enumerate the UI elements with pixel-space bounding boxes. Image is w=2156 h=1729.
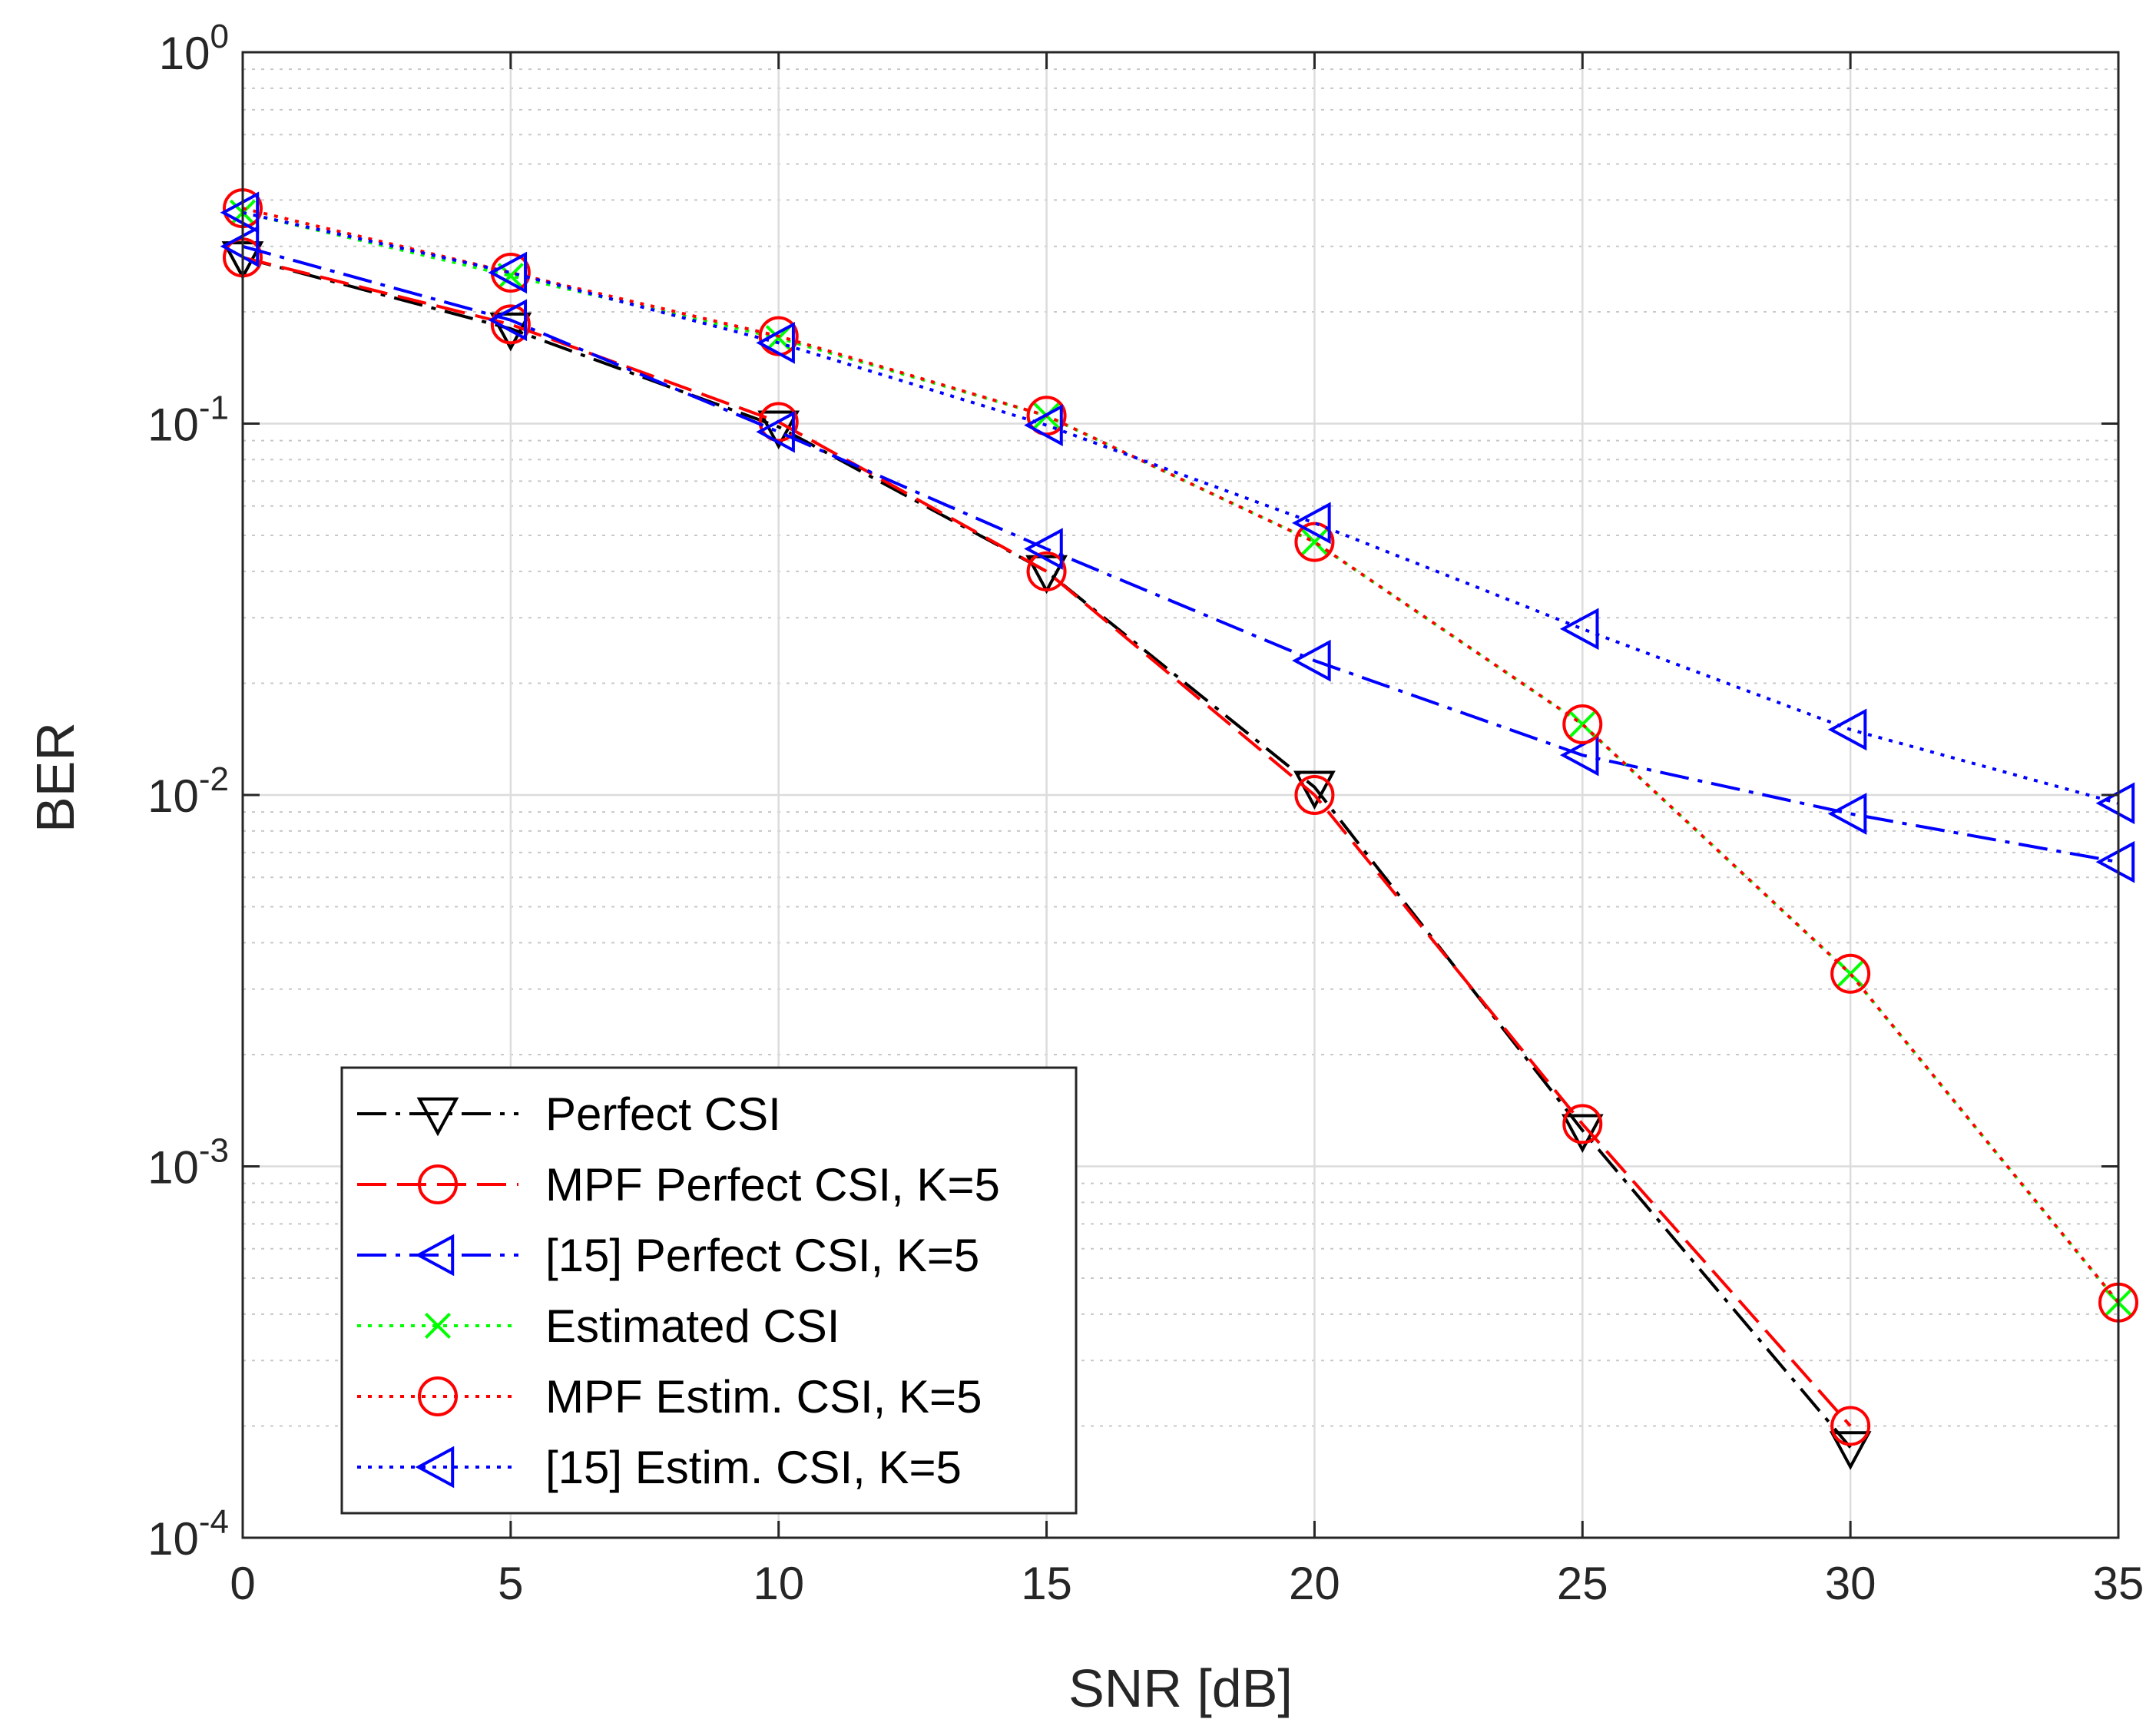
- data-point-marker: [756, 410, 795, 453]
- x-tick-label: 5: [498, 1558, 523, 1609]
- y-tick-exponent: -1: [199, 389, 229, 427]
- series-line: [242, 256, 1852, 1427]
- x-tick-label: 0: [230, 1558, 255, 1609]
- legend-entry: MPF Estim. CSI, K=5: [357, 1371, 982, 1423]
- y-tick-exponent: -4: [199, 1503, 229, 1541]
- y-tick-label: 10-4: [147, 1503, 229, 1565]
- data-point-marker: [1569, 710, 1596, 737]
- data-point-marker: [1827, 708, 1867, 751]
- y-tick-exponent: 0: [210, 18, 229, 55]
- legend-marker: [415, 1234, 455, 1277]
- y-axis-label: BER: [25, 722, 85, 833]
- y-tick-base: 10: [147, 1513, 199, 1565]
- y-tick-base: 10: [147, 770, 199, 822]
- legend-label: [15] Estim. CSI, K=5: [545, 1442, 962, 1493]
- legend-label: [15] Perfect CSI, K=5: [545, 1230, 979, 1281]
- legend-entry: Perfect CSI: [357, 1088, 781, 1140]
- data-point-marker: [1294, 522, 1335, 562]
- data-point-marker: [758, 402, 799, 442]
- marker-x-stroke: [1569, 710, 1596, 737]
- series-group: [220, 188, 2138, 1470]
- legend-marker: [418, 1376, 458, 1416]
- legend-label: MPF Perfect CSI, K=5: [545, 1159, 1000, 1211]
- data-point-marker: [1562, 704, 1603, 744]
- data-point-marker: [489, 312, 532, 352]
- series-line: [242, 207, 2120, 1303]
- y-tick-label: 10-1: [147, 389, 229, 451]
- legend-marker: [418, 1164, 458, 1204]
- data-point-marker: [1024, 528, 1063, 570]
- data-point-marker: [1827, 793, 1867, 835]
- legend-marker: [415, 1446, 455, 1489]
- y-tick-label: 100: [159, 18, 229, 79]
- series-5: [220, 191, 2135, 825]
- data-point-marker: [1301, 528, 1328, 555]
- data-point-marker: [1292, 502, 1331, 545]
- x-tick-label: 30: [1825, 1558, 1876, 1609]
- data-point-marker: [1562, 1104, 1603, 1144]
- y-tick-base: 10: [147, 1142, 199, 1194]
- data-point-marker: [1025, 555, 1068, 595]
- marker-x-stroke: [1301, 528, 1328, 555]
- y-tick-base: 10: [159, 28, 210, 79]
- data-point-marker: [1026, 551, 1067, 591]
- marker-x-stroke: [424, 1312, 452, 1340]
- legend-marker: [424, 1312, 452, 1340]
- marker-x-stroke: [497, 263, 524, 290]
- x-tick-label: 35: [2093, 1558, 2144, 1609]
- data-point-marker: [756, 321, 795, 364]
- y-tick-exponent: -3: [199, 1132, 229, 1170]
- data-point-marker: [1830, 1406, 1871, 1446]
- legend-box: [340, 1066, 1078, 1515]
- data-point-marker: [488, 299, 528, 342]
- data-point-marker: [1559, 734, 1599, 777]
- data-point-marker: [2095, 840, 2135, 883]
- data-point-marker: [490, 304, 531, 345]
- legend-marker: [416, 1097, 459, 1137]
- y-tick-base: 10: [147, 399, 199, 451]
- series-line: [242, 244, 2119, 864]
- data-point-marker: [1292, 639, 1331, 682]
- series-2: [220, 225, 2135, 883]
- x-axis-label: SNR [dB]: [1068, 1658, 1293, 1718]
- x-tick-label: 15: [1021, 1558, 1072, 1609]
- data-point-marker: [220, 191, 260, 234]
- y-tick-exponent: -2: [199, 760, 229, 798]
- legend-label: Estimated CSI: [545, 1300, 840, 1352]
- y-tick-label: 10-2: [147, 760, 229, 822]
- x-tick-label: 25: [1557, 1558, 1608, 1609]
- legend-label: Perfect CSI: [545, 1088, 781, 1140]
- marker-x-stroke: [765, 325, 792, 352]
- data-point-marker: [1293, 770, 1336, 810]
- legend-entry: Estimated CSI: [357, 1300, 840, 1352]
- y-tick-label: 10-3: [147, 1132, 229, 1194]
- x-tick-label: 20: [1289, 1558, 1340, 1609]
- x-tick-label: 10: [753, 1558, 804, 1609]
- data-point-marker: [1024, 404, 1063, 446]
- legend-label: MPF Estim. CSI, K=5: [545, 1371, 982, 1423]
- series-1: [223, 237, 1871, 1446]
- data-point-marker: [220, 225, 260, 268]
- legend-entry: [15] Perfect CSI, K=5: [357, 1230, 979, 1281]
- marker-x-stroke: [1837, 960, 1864, 987]
- data-point-marker: [757, 410, 800, 450]
- legend-entry: MPF Perfect CSI, K=5: [357, 1159, 1000, 1211]
- data-point-marker: [1294, 775, 1335, 815]
- data-point-marker: [1559, 608, 1599, 651]
- data-point-marker: [1830, 953, 1871, 994]
- data-point-marker: [488, 251, 528, 294]
- legend: Perfect CSI MPF Perfect CSI, K=5 [15] Perf…: [340, 1066, 1078, 1515]
- data-point-marker: [1829, 1431, 1872, 1470]
- legend-entry: [15] Estim. CSI, K=5: [357, 1442, 962, 1493]
